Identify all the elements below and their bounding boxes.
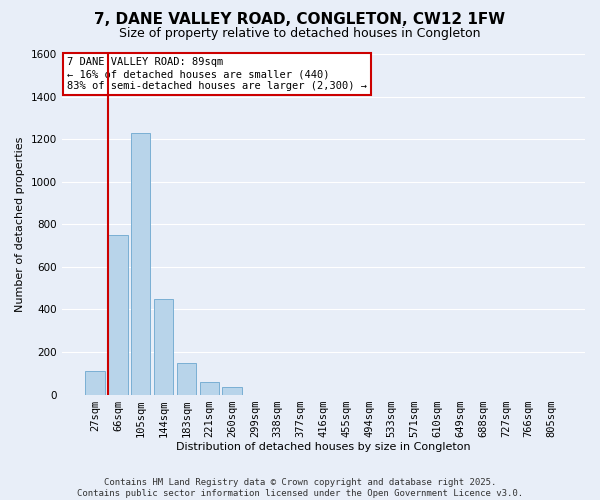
- Text: Contains HM Land Registry data © Crown copyright and database right 2025.
Contai: Contains HM Land Registry data © Crown c…: [77, 478, 523, 498]
- Y-axis label: Number of detached properties: Number of detached properties: [15, 136, 25, 312]
- Bar: [177, 362, 196, 394]
- Text: 7 DANE VALLEY ROAD: 89sqm
← 16% of detached houses are smaller (440)
83% of semi: 7 DANE VALLEY ROAD: 89sqm ← 16% of detac…: [67, 58, 367, 90]
- Bar: [85, 371, 105, 394]
- Text: Size of property relative to detached houses in Congleton: Size of property relative to detached ho…: [119, 28, 481, 40]
- Bar: [223, 387, 242, 394]
- Bar: [131, 133, 151, 394]
- Bar: [154, 299, 173, 394]
- X-axis label: Distribution of detached houses by size in Congleton: Distribution of detached houses by size …: [176, 442, 470, 452]
- Bar: [108, 235, 128, 394]
- Text: 7, DANE VALLEY ROAD, CONGLETON, CW12 1FW: 7, DANE VALLEY ROAD, CONGLETON, CW12 1FW: [94, 12, 506, 28]
- Bar: [200, 382, 219, 394]
